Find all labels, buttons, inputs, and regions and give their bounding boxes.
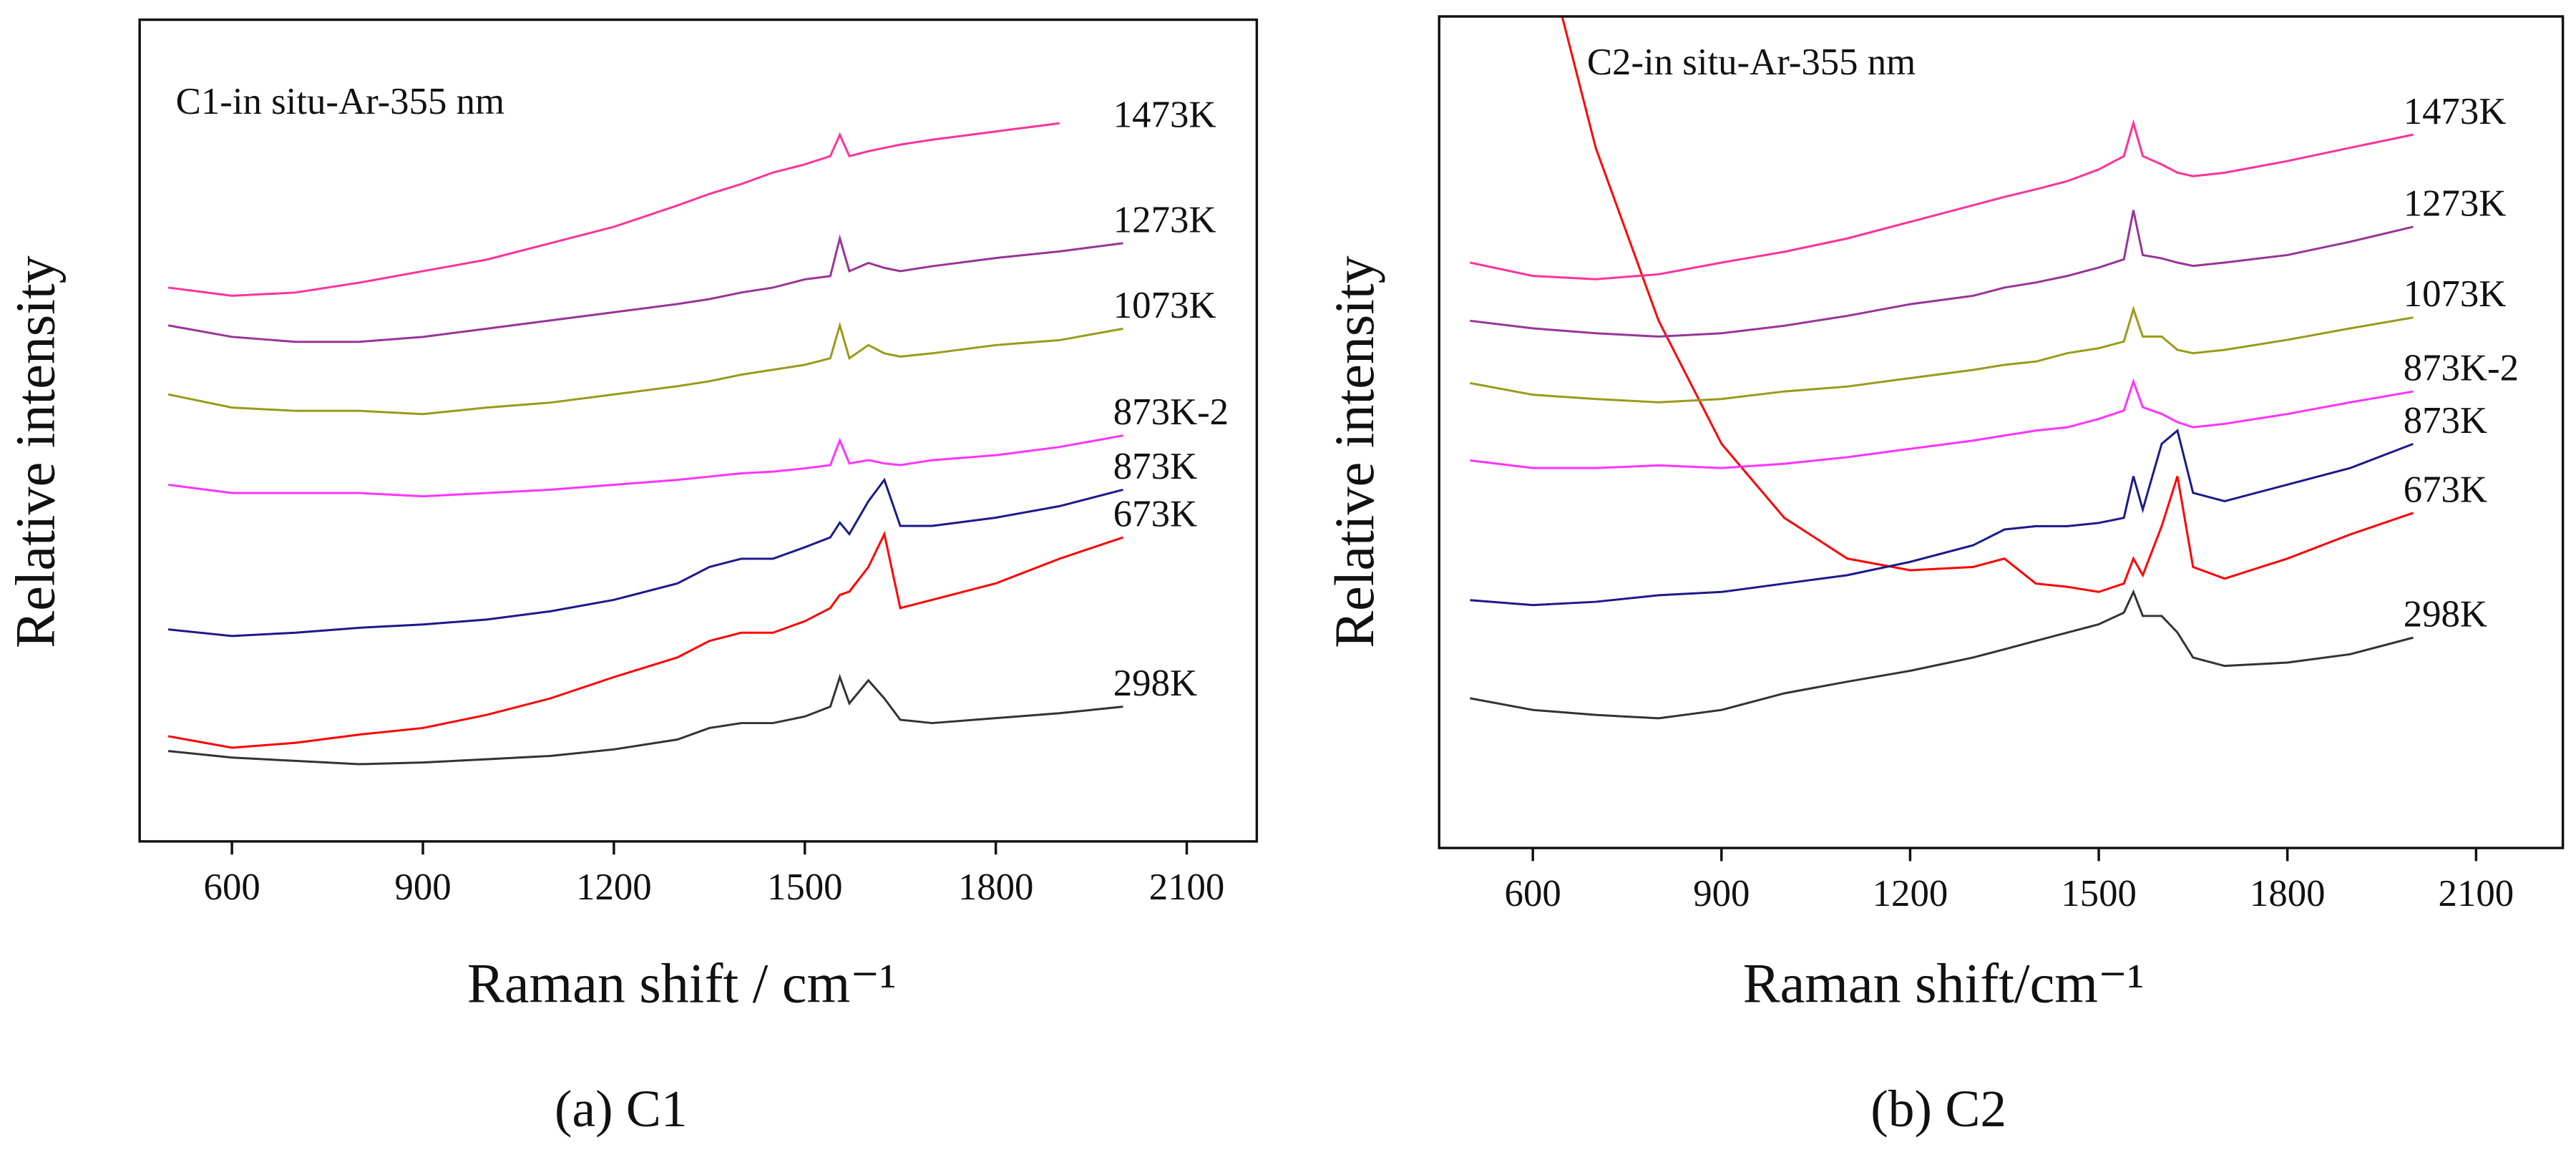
series-label: 873K (1113, 446, 1197, 487)
series-label: 1273K (2404, 183, 2507, 225)
x-axis-label: Raman shift / cm⁻¹ (467, 952, 897, 1015)
series-label: 1473K (2404, 91, 2507, 132)
spectrum-line (1470, 119, 2414, 280)
series-label: 873K-2 (2404, 348, 2519, 389)
series-label: 673K (2404, 469, 2487, 510)
series-label: 873K-2 (1113, 391, 1229, 433)
series-label: 298K (2404, 594, 2487, 635)
x-tick-label: 1500 (2061, 873, 2137, 914)
spectrum-line (167, 477, 1123, 638)
spectrum-line (167, 673, 1123, 766)
x-axis-label: Raman shift/cm⁻¹ (1743, 952, 2145, 1015)
spectrum-line (1470, 210, 2414, 338)
series-label: 1073K (2404, 273, 2507, 315)
x-tick-label: 1200 (1873, 873, 1948, 914)
chart-title: C2-in situ-Ar-355 nm (1587, 42, 1916, 83)
caption: (a) C1 (555, 1080, 688, 1138)
series-label: 298K (1113, 663, 1197, 704)
x-tick-label: 600 (1505, 873, 1561, 914)
x-tick-label: 600 (204, 867, 260, 908)
spectrum-line (167, 434, 1123, 498)
y-axis-label: Relative intensity (4, 255, 66, 648)
plot (167, 122, 1123, 766)
x-tick-label: 2100 (1149, 867, 1225, 908)
spectrum-line (1470, 589, 2414, 720)
x-tick-label: 1800 (958, 867, 1034, 908)
x-tick-label: 1200 (576, 867, 652, 908)
spectrum-line (167, 321, 1123, 416)
series-label: 673K (1113, 494, 1197, 535)
spectrum-line (1561, 16, 2414, 593)
spectrum-line (167, 234, 1123, 343)
plot (1470, 16, 2414, 720)
axes-frame (138, 18, 1259, 843)
x-tick-label: 1800 (2250, 873, 2326, 914)
spectrum-line (1470, 429, 2414, 607)
y-axis-label: Relative intensity (1323, 255, 1385, 648)
series-label: 873K (2404, 400, 2487, 441)
x-tick-label: 1500 (767, 867, 843, 908)
x-tick-label: 900 (1693, 873, 1750, 914)
spectrum-line (1470, 306, 2414, 404)
caption: (b) C2 (1870, 1080, 2006, 1138)
spectrum-line (167, 530, 1123, 749)
x-tick-label: 900 (394, 867, 451, 908)
spectrum-line (167, 122, 1060, 297)
axes-frame (1438, 15, 2565, 849)
series-label: 1073K (1113, 285, 1216, 326)
spectrum-line (1470, 378, 2414, 469)
series-label: 1273K (1113, 199, 1216, 240)
x-tick-label: 2100 (2439, 873, 2514, 914)
series-label: 1473K (1113, 94, 1216, 135)
chart-title: C1-in situ-Ar-355 nm (176, 81, 504, 122)
